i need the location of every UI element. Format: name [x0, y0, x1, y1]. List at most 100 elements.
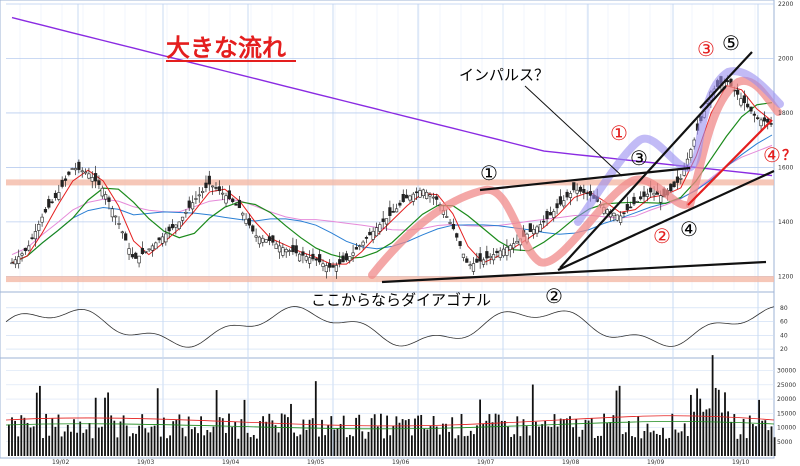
volume-bar [392, 425, 395, 456]
volume-bar [612, 415, 615, 456]
volume-bar [110, 415, 113, 456]
candle-body [394, 208, 399, 213]
candle-body [388, 207, 392, 216]
volume-bar [442, 423, 444, 456]
volume-bar [175, 420, 178, 456]
candle-body [364, 237, 369, 239]
candle-body [284, 249, 288, 253]
candle-body [160, 236, 165, 244]
volume-bar [296, 436, 299, 456]
volume-bar [618, 385, 621, 456]
candle-body [358, 245, 362, 247]
candle-body [351, 252, 355, 256]
candle-body [354, 247, 359, 250]
candle-body [157, 237, 161, 241]
candle-body [622, 212, 626, 215]
candle-body [80, 170, 84, 173]
candle-body [575, 189, 579, 194]
volume-bar [178, 414, 181, 456]
volume-bar [212, 426, 215, 456]
question-mark-label: ？ [782, 148, 796, 164]
candle-body [63, 178, 68, 181]
candle-body [94, 173, 98, 182]
candle-body [445, 216, 449, 218]
volume-bar [259, 421, 261, 456]
volume-bar [268, 413, 271, 456]
volume-tick-label: 30000 [777, 368, 796, 375]
volume-bar [283, 414, 286, 456]
volume-bar [94, 397, 97, 456]
volume-bar [367, 431, 370, 456]
volume-bar [299, 434, 302, 456]
volume-bar [451, 417, 454, 456]
volume-bar [686, 436, 689, 456]
volume-bar [197, 433, 199, 456]
volume-bar [280, 413, 283, 456]
candle-body [582, 188, 586, 193]
volume-bar [423, 428, 426, 456]
volume-bar [389, 435, 392, 456]
wave-4-black-label: ④ [680, 217, 698, 241]
volume-bar [411, 435, 413, 456]
volume-bar [321, 419, 323, 456]
candle-body [679, 178, 683, 180]
volume-tick-label: 5000 [777, 439, 792, 446]
volume-bar [531, 384, 534, 456]
axis-labels: 19/02 19/03 19/04 19/05 19/06 19/07 19/08 19/09… [52, 1, 796, 466]
candle-body [201, 190, 205, 193]
candle-body [281, 247, 285, 256]
candle-body [455, 233, 459, 238]
candle-body [498, 250, 502, 258]
volume-bar [550, 426, 553, 456]
candle-body [311, 253, 315, 260]
volume-bar [252, 434, 255, 456]
volume-bar [535, 421, 537, 456]
volume-bar [553, 414, 556, 456]
osc-tick-label: 80 [780, 305, 788, 312]
candle-body [485, 251, 489, 259]
volume-bar [228, 413, 230, 456]
volume-bar [274, 425, 277, 456]
volume-bar [665, 438, 667, 456]
osc-tick-label: 40 [780, 332, 788, 339]
candle-body [87, 173, 91, 179]
volume-bar [277, 432, 280, 456]
candle-body [508, 245, 512, 250]
red-wave-curve [368, 175, 689, 279]
volume-bar [287, 417, 289, 456]
volume-bar [649, 432, 652, 456]
candle-body [244, 218, 248, 224]
volume-bar [770, 426, 773, 456]
volume-bar [39, 385, 41, 456]
candle-body [291, 245, 295, 253]
candle-body [13, 259, 17, 265]
volume-bar [184, 436, 187, 456]
candle-body [277, 245, 282, 253]
volume-bar [119, 421, 122, 456]
volume-bar [262, 416, 264, 456]
candle-body [639, 196, 643, 200]
candle-body [538, 224, 542, 232]
candle-body [167, 226, 171, 232]
volume-bar [761, 420, 764, 456]
ma-red-line [11, 85, 773, 265]
candle-body [17, 256, 21, 264]
volume-bar [54, 426, 57, 456]
candle-body [301, 251, 305, 256]
candle-body [154, 242, 158, 250]
candle-body [739, 98, 743, 106]
candle-body [451, 224, 456, 230]
volume-bar [522, 419, 525, 456]
volume-bar [349, 434, 351, 456]
volume-bar [504, 420, 506, 456]
volume-bar [724, 392, 726, 456]
volume-bar [76, 432, 78, 456]
volume-tick-label: 20000 [777, 396, 796, 403]
volume-bar [345, 437, 348, 456]
volume-bar [414, 418, 416, 456]
oscillator [5, 306, 775, 348]
volume-bar [476, 425, 478, 456]
volume-bar [745, 438, 748, 456]
candle-body [294, 245, 298, 254]
volume-bar [88, 423, 91, 456]
